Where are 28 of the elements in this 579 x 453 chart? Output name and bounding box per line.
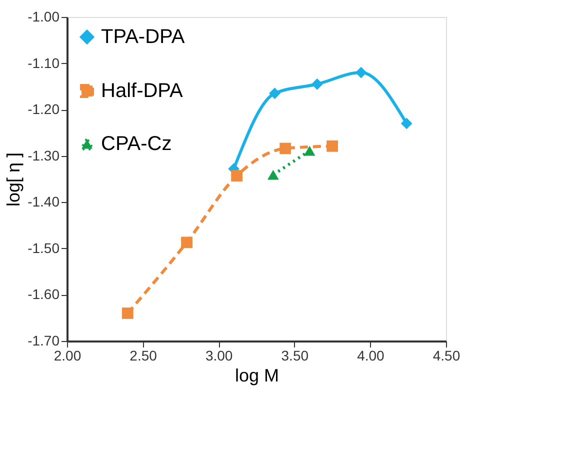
legend-label: Half-DPA	[101, 80, 184, 102]
point	[326, 140, 338, 152]
y-tick-label: -1.60	[28, 286, 60, 302]
x-tick-label: 4.50	[432, 348, 460, 364]
y-tick-label: -1.50	[28, 240, 60, 256]
y-axis-title: log[ η ]	[4, 152, 24, 207]
x-tick-label: 3.00	[205, 348, 233, 364]
x-tick-label: 3.50	[281, 348, 309, 364]
point	[181, 236, 192, 248]
point	[311, 78, 323, 90]
y-tick-label: -1.30	[28, 147, 60, 164]
point	[122, 308, 134, 319]
point	[231, 170, 242, 182]
point	[280, 142, 292, 154]
point	[400, 118, 412, 130]
y-tick-label: -1.20	[28, 101, 60, 118]
x-tick-label: 2.50	[130, 348, 158, 364]
x-tick-label: 2.00	[54, 348, 82, 364]
y-tick-label: -1.40	[28, 194, 60, 210]
y-tick-label: -1.10	[28, 54, 60, 71]
x-axis-title: log M	[234, 366, 280, 386]
point	[268, 88, 280, 100]
x-tick-label: 4.00	[357, 348, 385, 364]
legend-label: CPA-Cz	[101, 133, 172, 155]
point	[355, 66, 367, 78]
y-tick-label: -1.70	[28, 332, 60, 348]
legend-label: TPA-DPA	[101, 26, 186, 48]
y-tick-label: -1.00	[28, 8, 60, 24]
